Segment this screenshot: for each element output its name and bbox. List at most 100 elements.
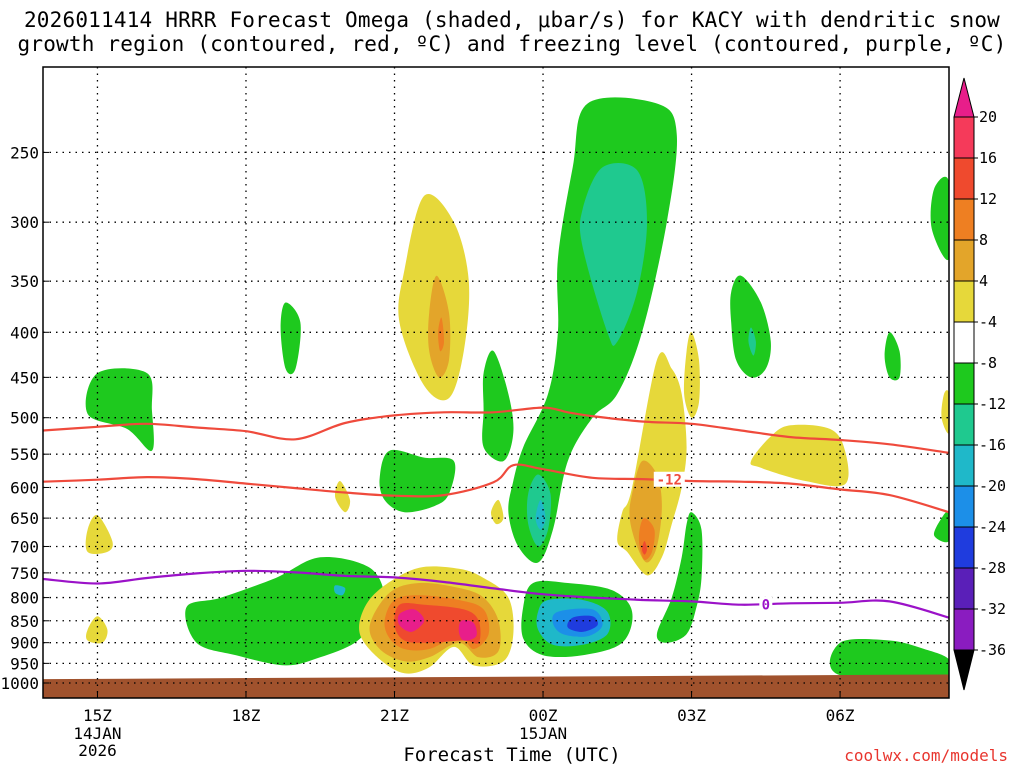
contour-label-bg-dendritic-lower-12C xyxy=(653,471,685,487)
ytick-label-750: 750 xyxy=(10,564,39,583)
ytick-label-950: 950 xyxy=(10,654,39,673)
omega-region-37 xyxy=(930,176,949,261)
colorbar-bottom-arrow xyxy=(953,649,975,691)
omega-region-31 xyxy=(656,512,703,643)
omega-region-10 xyxy=(482,350,514,462)
colorbar-label-12: -32 xyxy=(979,600,1006,618)
ytick-label-400: 400 xyxy=(10,323,39,342)
watermark: coolwx.com/models xyxy=(844,746,1008,765)
ytick-label-900: 900 xyxy=(10,634,39,653)
omega-region-9 xyxy=(379,449,456,513)
omega-region-40 xyxy=(829,639,949,679)
omega-region-0 xyxy=(85,368,154,452)
colorbar-label-6: -8 xyxy=(979,354,997,372)
colorbar-label-8: -16 xyxy=(979,436,1006,454)
contour-label-bg-freezing-level-0C xyxy=(759,596,773,612)
omega-region-11 xyxy=(490,499,504,525)
ytick-label-600: 600 xyxy=(10,478,39,497)
ground-polygon xyxy=(43,674,949,698)
ytick-label-350: 350 xyxy=(10,272,39,291)
colorbar-label-4: 4 xyxy=(979,272,988,290)
omega-region-38 xyxy=(941,390,949,434)
colorbar-box-6 xyxy=(953,362,975,405)
colorbar-label-11: -28 xyxy=(979,559,1006,577)
omega-region-34 xyxy=(748,327,756,356)
ground-fill xyxy=(43,674,949,698)
xtick-label-21: 21Z xyxy=(380,706,409,725)
omega-region-30 xyxy=(334,585,346,596)
xtick-sublabel-24: 15JAN xyxy=(519,724,567,743)
ytick-label-850: 850 xyxy=(10,612,39,631)
contour-freezing-level-0C xyxy=(43,569,949,619)
omega-region-2 xyxy=(185,556,385,666)
chart-title-line-2: growth region (contoured, red, ºC) and f… xyxy=(17,32,1007,56)
colorbar: 20 16 12 8 4 -4 -8 -12 -16 -20 -24 -28 -32 -36 xyxy=(953,77,1006,691)
y-axis: 250 300 350 400 450 500 550 600 650 700 750 800 850 9… xyxy=(0,143,49,693)
contour-dendritic-lower-12C xyxy=(43,463,949,514)
omega-region-23 xyxy=(567,615,598,632)
colorbar-box-11 xyxy=(953,567,975,610)
ytick-label-650: 650 xyxy=(10,509,39,528)
colorbar-box-0 xyxy=(953,116,975,159)
contour-dendritic-upper-12C xyxy=(43,406,949,454)
ytick-label-300: 300 xyxy=(10,213,39,232)
colorbar-label-5: -4 xyxy=(979,313,997,331)
omega-shading xyxy=(85,97,949,679)
colorbar-label-3: 8 xyxy=(979,231,988,249)
omega-region-5 xyxy=(334,480,351,513)
plot-frame xyxy=(42,66,950,699)
omega-region-28 xyxy=(397,609,425,632)
colorbar-box-5 xyxy=(953,321,975,364)
omega-region-13 xyxy=(579,162,647,346)
omega-region-8 xyxy=(438,317,445,352)
colorbar-box-7 xyxy=(953,403,975,446)
ytick-label-250: 250 xyxy=(10,143,39,162)
colorbar-box-12 xyxy=(953,608,975,651)
omega-region-36 xyxy=(884,332,901,381)
grid-lines xyxy=(43,67,949,698)
colorbar-label-2: 12 xyxy=(979,190,997,208)
xtick-year-15: 2026 xyxy=(78,741,117,760)
xtick-label-30: 06Z xyxy=(826,706,855,725)
colorbar-label-1: 16 xyxy=(979,149,997,167)
colorbar-box-4 xyxy=(953,280,975,323)
colorbar-box-1 xyxy=(953,157,975,200)
colorbar-label-0: 20 xyxy=(979,108,997,126)
colorbar-label-13: -36 xyxy=(979,641,1006,659)
omega-region-1 xyxy=(280,302,301,375)
omega-region-39 xyxy=(933,510,949,543)
colorbar-label-9: -20 xyxy=(979,477,1006,495)
temperature-contours: -12 0 xyxy=(43,406,949,619)
xtick-label-15: 15Z xyxy=(83,706,112,725)
ytick-label-800: 800 xyxy=(10,589,39,608)
xtick-label-18: 18Z xyxy=(232,706,261,725)
colorbar-label-7: -12 xyxy=(979,395,1006,413)
omega-region-32 xyxy=(683,332,700,418)
ytick-label-700: 700 xyxy=(10,537,39,556)
xtick-label-27: 03Z xyxy=(677,706,706,725)
colorbar-box-10 xyxy=(953,526,975,569)
xtick-label-24: 00Z xyxy=(529,706,558,725)
ytick-label-550: 550 xyxy=(10,445,39,464)
chart-title-line-1: 2026011414 HRRR Forecast Omega (shaded, … xyxy=(23,8,1001,32)
colorbar-box-2 xyxy=(953,198,975,241)
omega-region-29 xyxy=(458,620,477,641)
x-axis-label: Forecast Time (UTC) xyxy=(403,744,621,766)
ytick-label-450: 450 xyxy=(10,368,39,387)
contour-label-freezing-level-0C: 0 xyxy=(762,598,770,614)
colorbar-box-8 xyxy=(953,444,975,487)
omega-region-3 xyxy=(85,514,113,555)
colorbar-label-10: -24 xyxy=(979,518,1006,536)
xtick-sublabel-15: 14JAN xyxy=(73,724,121,743)
omega-region-33 xyxy=(730,275,771,378)
omega-region-4 xyxy=(86,616,108,644)
omega-region-19 xyxy=(642,541,647,555)
colorbar-top-arrow xyxy=(953,77,975,118)
contour-label-dendritic-lower-12C: -12 xyxy=(657,473,682,489)
colorbar-box-9 xyxy=(953,485,975,528)
ytick-label-500: 500 xyxy=(10,409,39,428)
colorbar-box-3 xyxy=(953,239,975,282)
ytick-label-1000: 1000 xyxy=(0,674,39,693)
